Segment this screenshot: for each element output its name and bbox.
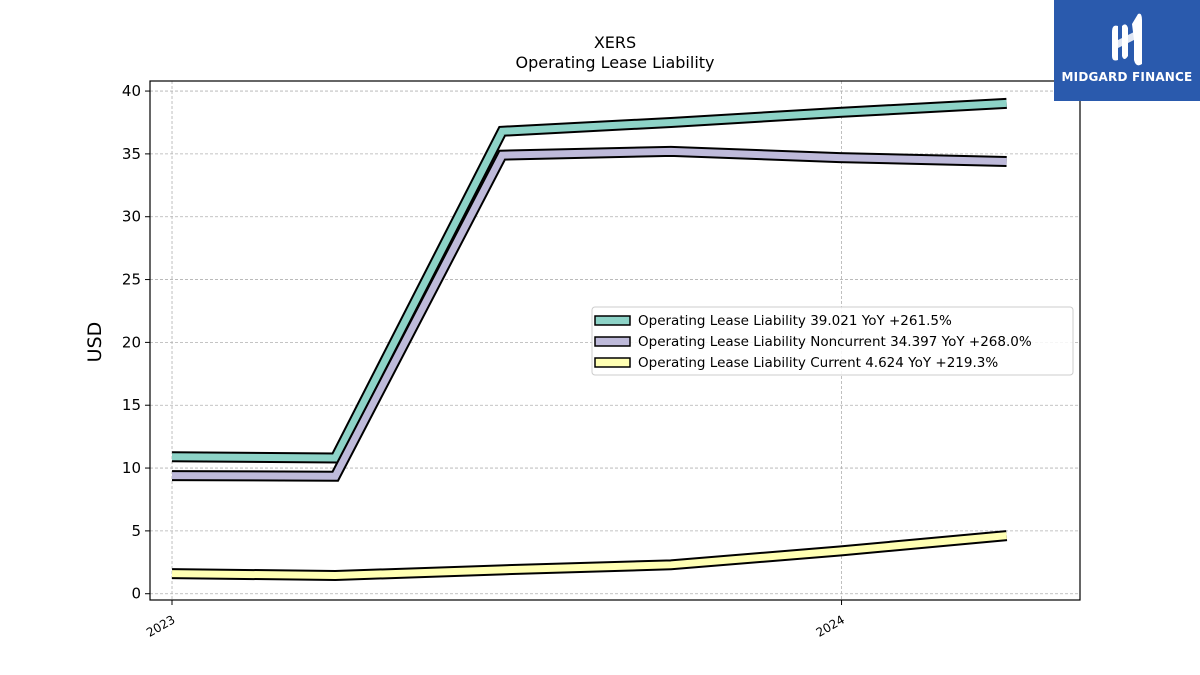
- chart-title: XERS: [594, 33, 636, 52]
- y-tick-label: 25: [122, 271, 141, 289]
- legend-label: Operating Lease Liability Noncurrent 34.…: [638, 334, 1032, 350]
- y-axis-label: USD: [84, 322, 106, 363]
- brand-logo-mark-icon: [1112, 13, 1142, 66]
- y-tick-label: 30: [122, 208, 141, 226]
- y-tick-label: 5: [131, 522, 141, 540]
- y-tick-label: 10: [122, 459, 141, 477]
- brand-logo: MIDGARD FINANCE: [1054, 0, 1200, 101]
- plot-frame: [149, 80, 1081, 601]
- series-line: [171, 99, 1007, 462]
- legend-swatch: [594, 315, 631, 326]
- series-line: [171, 532, 1007, 579]
- y-tick-label: 15: [122, 396, 141, 414]
- y-axis-ticks: 0 5 10 15 20 25 30 35 40: [122, 82, 150, 603]
- legend-box: [591, 306, 1074, 376]
- y-tick-label: 40: [122, 82, 141, 100]
- legend: Operating Lease Liability 39.021 YoY +26…: [591, 306, 1074, 376]
- brand-name: MIDGARD FINANCE: [1061, 70, 1193, 84]
- legend-swatch: [594, 336, 631, 347]
- series-lines: [171, 97, 1008, 581]
- series-line: [171, 147, 1007, 480]
- y-tick-label: 0: [131, 585, 141, 603]
- legend-label: Operating Lease Liability Current 4.624 …: [638, 355, 998, 371]
- legend-label: Operating Lease Liability 39.021 YoY +26…: [638, 313, 952, 329]
- x-tick-label: 2024: [814, 612, 847, 639]
- x-axis-ticks: 2023 2024: [144, 600, 847, 640]
- x-tick-label: 2023: [144, 612, 177, 639]
- y-tick-label: 20: [122, 333, 141, 351]
- y-tick-label: 35: [122, 145, 141, 163]
- chart-subtitle: Operating Lease Liability: [515, 53, 714, 72]
- legend-swatch: [594, 357, 631, 368]
